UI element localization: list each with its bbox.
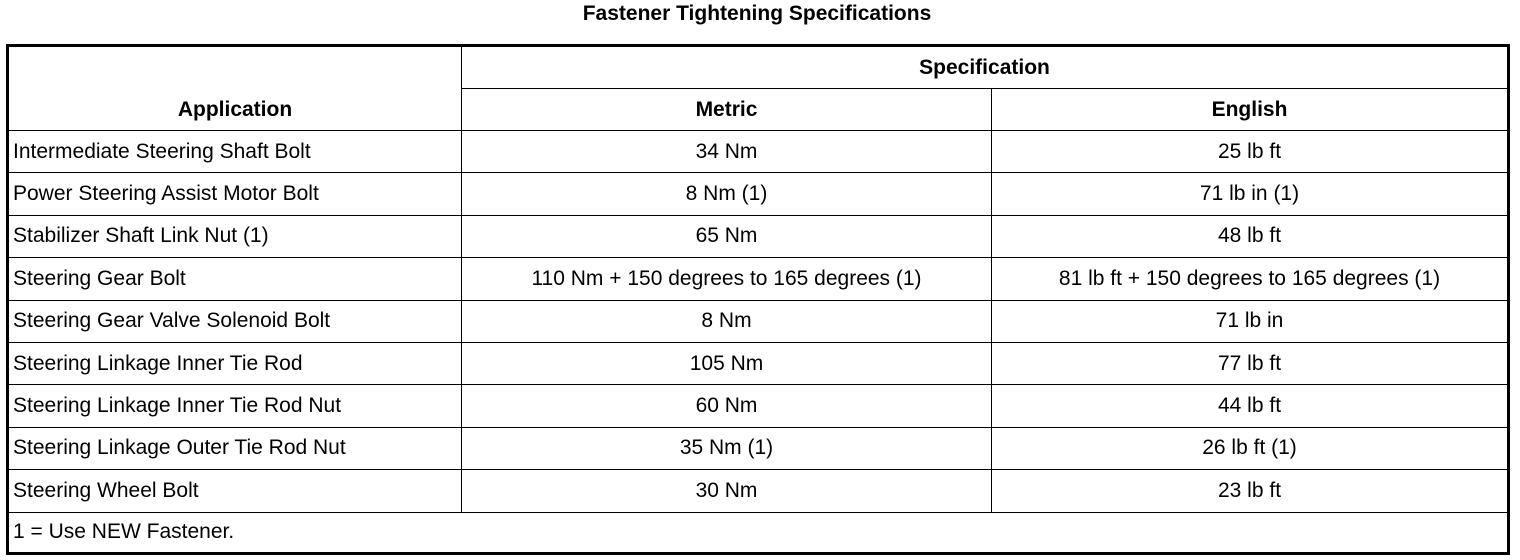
footnote-row: 1 = Use NEW Fastener. [6, 511, 1510, 554]
table-row: Stabilizer Shaft Link Nut (1) 65 Nm 48 lb … [7, 214, 1510, 259]
table-row: Steering Linkage Outer Tie Rod Nut 35 Nm … [7, 426, 1510, 471]
table-row: Steering Linkage Inner Tie Rod Nut 60 Nm 4… [7, 384, 1510, 428]
metric-cell: 65 Nm [461, 214, 992, 259]
metric-cell: 110 Nm + 150 degrees to 165 degrees (1) [461, 257, 992, 301]
metric-cell: 60 Nm [461, 384, 992, 428]
metric-cell: 105 Nm [461, 341, 992, 386]
title: Fastener Tightening Specifications [582, 2, 932, 25]
table-row: Steering Linkage Inner Tie Rod 105 Nm 77 l… [7, 341, 1510, 386]
application-cell: Steering Linkage Inner Tie Rod Nut [7, 384, 462, 428]
header-metric: Metric [461, 88, 992, 131]
english-cell: 71 lb in [990, 299, 1510, 343]
application-cell: Steering Gear Valve Solenoid Bolt [7, 299, 462, 343]
metric-cell: 34 Nm [461, 129, 992, 174]
application-cell: Steering Linkage Outer Tie Rod Nut [7, 426, 462, 471]
table-body: Intermediate Steering Shaft Bolt 34 Nm 25 … [6, 129, 1510, 554]
table-row: Steering Wheel Bolt 30 Nm 23 lb ft [7, 469, 1510, 513]
english-cell: 23 lb ft [990, 469, 1510, 513]
application-cell: Stabilizer Shaft Link Nut (1) [7, 214, 462, 259]
metric-cell: 8 Nm (1) [461, 172, 992, 216]
metric-cell: 35 Nm (1) [461, 426, 992, 471]
application-cell: Intermediate Steering Shaft Bolt [7, 129, 462, 174]
table-row: Intermediate Steering Shaft Bolt 34 Nm 25 … [7, 129, 1510, 174]
english-cell: 81 lb ft + 150 degrees to 165 degrees (1… [990, 257, 1510, 301]
spec-table: Application Specification Metric English… [6, 44, 1511, 555]
application-cell: Steering Wheel Bolt [7, 469, 462, 513]
english-cell: 44 lb ft [990, 384, 1510, 428]
application-cell: Power Steering Assist Motor Bolt [7, 172, 462, 216]
header-application: Application [7, 45, 462, 131]
header-english: English [990, 88, 1510, 131]
english-cell: 71 lb in (1) [990, 172, 1510, 216]
english-cell: 25 lb ft [990, 129, 1510, 174]
table-row: Power Steering Assist Motor Bolt 8 Nm (1)… [7, 172, 1510, 216]
english-cell: 48 lb ft [990, 214, 1510, 259]
table-row: Steering Gear Bolt 110 Nm + 150 degrees t… [7, 257, 1510, 301]
application-cell: Steering Linkage Inner Tie Rod [7, 341, 462, 386]
application-cell: Steering Gear Bolt [7, 257, 462, 301]
english-cell: 77 lb ft [990, 341, 1510, 386]
header-specification: Specification [460, 45, 1510, 89]
table-row: Steering Gear Valve Solenoid Bolt 8 Nm 71 … [7, 299, 1510, 343]
english-cell: 26 lb ft (1) [990, 426, 1510, 471]
metric-cell: 30 Nm [461, 469, 992, 513]
footnote: 1 = Use NEW Fastener. [6, 511, 1510, 554]
metric-cell: 8 Nm [461, 299, 992, 343]
